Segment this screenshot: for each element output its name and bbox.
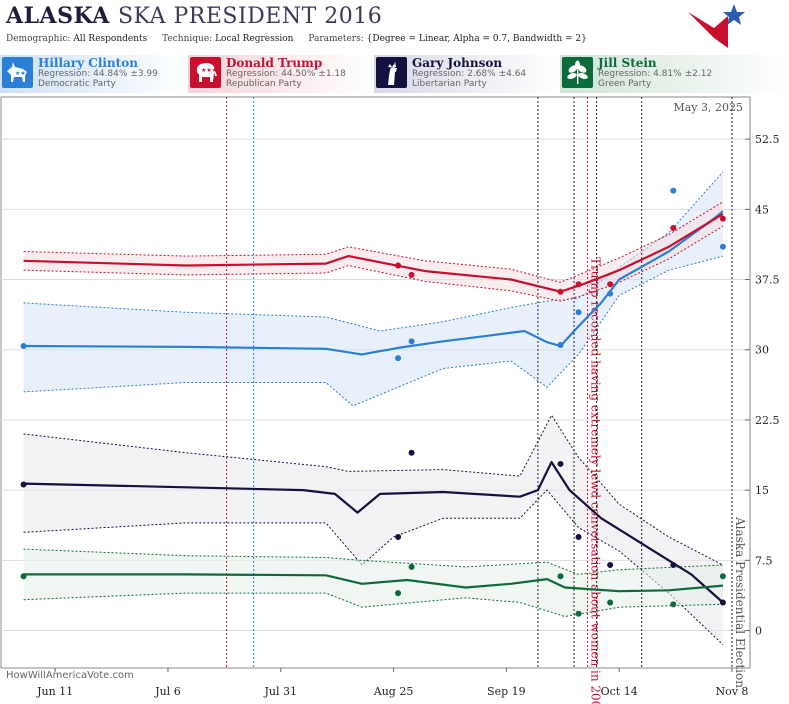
poll-point (607, 281, 614, 288)
poll-point (408, 271, 415, 278)
poll-point (408, 563, 415, 570)
demographic-value: All Respondents (73, 34, 148, 44)
y-tick-label: 7.5 (755, 554, 773, 567)
candidate-name: Donald Trump (226, 56, 323, 70)
series-line (23, 213, 724, 293)
x-tick-label: Jun 11 (36, 685, 73, 698)
candidate-party: Green Party (598, 79, 652, 89)
candidate-regression: Regression: 44.84% ±3.99 (38, 69, 158, 79)
donkey-icon: ★★★ (2, 57, 33, 88)
candidate-party: Republican Party (226, 79, 302, 89)
parameters-label: Parameters: (308, 34, 364, 44)
candidate-regression: Regression: 44.50% ±1.18 (226, 69, 346, 79)
x-axis: Jun 11 Jul 6 Jul 31 Aug 25 Sep 19 Oct 14 Nov 8 (36, 668, 748, 698)
poll-points (20, 187, 726, 617)
series-line (23, 461, 724, 604)
candidate-card-stein: Jill Stein Regression: 4.81% ±2.12 Green… (560, 55, 789, 93)
y-tick-label: 37.5 (755, 274, 780, 287)
parameters-line: Demographic: All Respondents Technique: … (6, 34, 587, 44)
polling-chart: Trump recorded having extremely lewd con… (0, 96, 780, 704)
poll-point (607, 599, 614, 606)
site-logo-icon (688, 4, 745, 48)
page-title: ALASKA SKA PRESIDENT 2016 (6, 3, 383, 29)
poll-point (719, 573, 726, 580)
poll-point (557, 342, 564, 349)
event-lines: Trump recorded having extremely lewd con… (226, 97, 747, 704)
x-tick-label: Sep 19 (487, 685, 526, 698)
confidence-band (23, 415, 723, 645)
band-upper-edge (23, 414, 724, 566)
elephant-icon: ★★★ (190, 57, 221, 88)
poll-point (575, 610, 582, 617)
x-tick-label: Jul 6 (154, 685, 181, 698)
candidate-regression: Regression: 4.81% ±2.12 (598, 69, 713, 79)
y-tick-label: 52.5 (755, 133, 780, 146)
poll-point (670, 562, 677, 569)
band-lower-edge (23, 255, 724, 407)
y-tick-label: 45 (755, 203, 769, 216)
poll-point (395, 533, 402, 540)
poll-point (719, 599, 726, 606)
series-lines (23, 210, 724, 604)
y-tick-label: 0 (755, 625, 762, 638)
poll-point (395, 355, 402, 362)
poll-point (20, 342, 27, 349)
poll-point (670, 225, 677, 232)
candidate-party: Libertarian Party (412, 79, 487, 89)
poll-point (408, 449, 415, 456)
svg-text:★★★: ★★★ (201, 67, 217, 74)
series-line (23, 210, 724, 356)
y-tick-label: 30 (755, 344, 769, 357)
confidence-band (23, 201, 723, 302)
poll-point (557, 460, 564, 467)
poll-point (408, 338, 415, 345)
poll-point (557, 288, 564, 295)
candidate-party: Democratic Party (38, 79, 116, 89)
poll-point (557, 573, 564, 580)
y-tick-label: 22.5 (755, 414, 780, 427)
poll-point (607, 290, 614, 297)
technique-value: Local Regression (215, 34, 294, 44)
poll-point (395, 262, 402, 269)
band-lower-edge (23, 225, 724, 302)
series-line (23, 573, 723, 593)
event-label: Trump recorded having extremely lewd con… (589, 257, 603, 704)
event-label: Alaska Presidential Election (733, 516, 747, 688)
x-tick-label: Nov 8 (715, 685, 748, 698)
poll-point (575, 309, 582, 316)
poll-point (670, 187, 677, 194)
technique-label: Technique: (162, 34, 213, 44)
candidate-card-trump: ★★★ Donald Trump Regression: 44.50% ±1.1… (188, 55, 374, 93)
candidate-card-clinton: ★★★ Hillary Clinton Regression: 44.84% ±… (0, 55, 188, 93)
candidate-name: Gary Johnson (412, 56, 503, 70)
poll-point (20, 573, 27, 580)
candidate-name: Jill Stein (598, 56, 657, 70)
watermark: HowWillAmericaVote.com (6, 670, 134, 681)
candidate-regression: Regression: 2.68% ±4.64 (412, 69, 527, 79)
demographic-label: Demographic: (6, 34, 71, 44)
poll-point (719, 215, 726, 222)
leaf-icon (562, 57, 593, 88)
x-tick-label: Aug 25 (373, 685, 414, 698)
liberty-icon (376, 57, 407, 88)
band-upper-edge (23, 548, 723, 575)
poll-point (575, 281, 582, 288)
candidate-name: Hillary Clinton (38, 56, 138, 70)
poll-point (719, 243, 726, 250)
parameters-value: {Degree = Linear, Alpha = 0.7, Bandwidth… (366, 34, 587, 44)
poll-point (670, 601, 677, 608)
poll-point (20, 481, 27, 488)
y-tick-label: 15 (755, 484, 769, 497)
candidate-card-johnson: Gary Johnson Regression: 2.68% ±4.64 Lib… (374, 55, 560, 93)
y-axis: 0 7.5 15 22.5 30 37.5 45 52.5 (745, 133, 780, 638)
svg-text:★★★: ★★★ (15, 70, 31, 77)
poll-point (575, 533, 582, 540)
poll-point (395, 590, 402, 597)
band-lower-edge (23, 592, 723, 618)
date-label: May 3, 2025 (673, 101, 743, 114)
x-tick-label: Jul 31 (263, 685, 297, 698)
poll-point (607, 562, 614, 569)
x-tick-label: Oct 14 (601, 685, 638, 698)
